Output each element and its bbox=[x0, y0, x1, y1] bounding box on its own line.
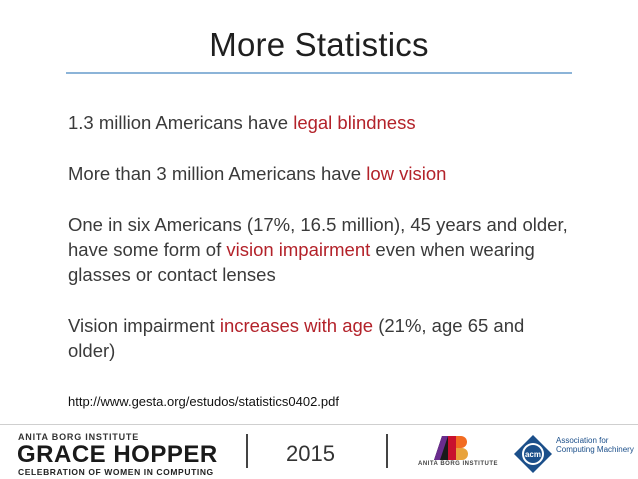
abi-logo-label: ANITA BORG INSTITUTE bbox=[418, 461, 498, 467]
footer-divider bbox=[246, 434, 248, 468]
footer-divider bbox=[386, 434, 388, 468]
stat-highlight: vision impairment bbox=[226, 239, 371, 260]
stat-paragraph-2: More than 3 million Americans have low v… bbox=[68, 161, 568, 186]
stat-text: One in six Americans (17%, 16.5 million)… bbox=[68, 214, 568, 260]
stat-paragraph-4: Vision impairment increases with age (21… bbox=[68, 313, 568, 363]
abi-logo-icon bbox=[434, 436, 468, 460]
slide-body: 1.3 million Americans have legal blindne… bbox=[68, 110, 568, 389]
slide-title: More Statistics bbox=[209, 26, 429, 63]
acm-logo-icon: acm bbox=[514, 435, 552, 473]
source-link[interactable]: http://www.gesta.org/estudos/statistics0… bbox=[68, 394, 339, 409]
stat-text: Vision impairment bbox=[68, 315, 220, 336]
stat-paragraph-3: One in six Americans (17%, 16.5 million)… bbox=[68, 212, 568, 287]
stat-text: 1.3 million Americans have bbox=[68, 112, 294, 133]
grace-hopper-subtitle: CELEBRATION OF WOMEN IN COMPUTING bbox=[18, 467, 214, 477]
grace-hopper-title: GRACE HOPPER bbox=[17, 441, 218, 468]
title-rule bbox=[66, 72, 572, 74]
anita-borg-institute-label: ANITA BORG INSTITUTE bbox=[18, 432, 139, 442]
footer-rule bbox=[0, 424, 638, 425]
stat-text: (21%, age 65 and older) bbox=[68, 315, 525, 361]
conference-year: 2015 bbox=[286, 441, 335, 466]
stat-highlight: legal blindness bbox=[293, 112, 416, 133]
stat-paragraph-1: 1.3 million Americans have legal blindne… bbox=[68, 110, 568, 135]
footer: ANITA BORG INSTITUTE GRACE HOPPER CELEBR… bbox=[0, 426, 638, 479]
stat-text: More than 3 million Americans have bbox=[68, 163, 367, 184]
stat-highlight: low vision bbox=[366, 163, 447, 184]
stat-text: even when wearing glasses or contact len… bbox=[68, 239, 535, 285]
stat-highlight: increases with age bbox=[219, 315, 374, 336]
acm-label: Association for Computing Machinery bbox=[556, 436, 634, 454]
acm-badge-text: acm bbox=[525, 450, 541, 459]
